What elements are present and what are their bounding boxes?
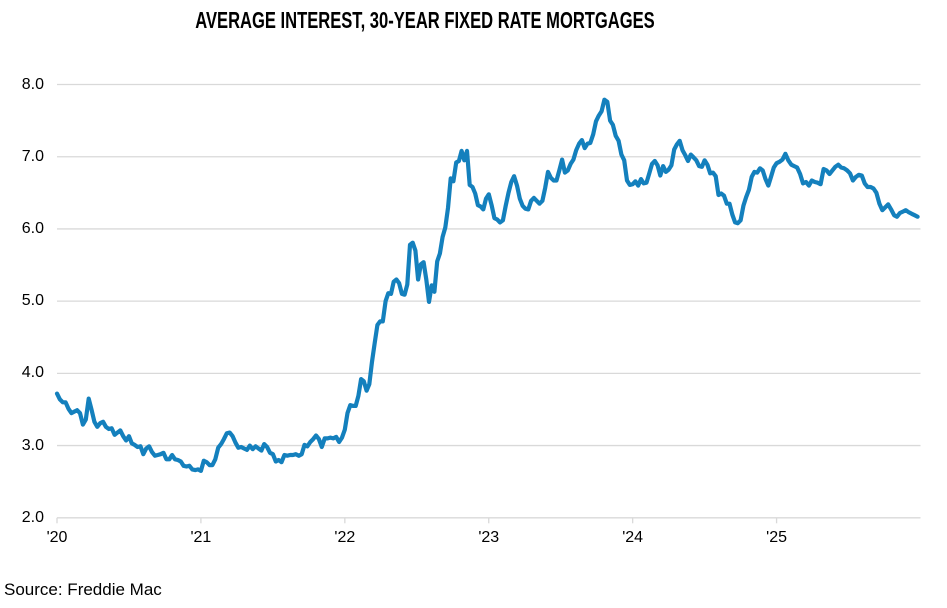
x-tick-label: '21: [190, 529, 212, 546]
x-tick-label: '25: [766, 529, 787, 546]
source-note: Source: Freddie Mac: [4, 580, 162, 599]
x-tick-label: '24: [622, 529, 644, 546]
y-tick-label: 3.0: [21, 436, 44, 454]
x-tick-label: '20: [46, 529, 68, 546]
y-tick-label: 8.0: [21, 75, 44, 93]
y-tick-label: 7.0: [21, 147, 44, 165]
x-tick-label: '22: [334, 529, 356, 546]
y-tick-label: 2.0: [21, 508, 44, 526]
y-tick-label: 6.0: [21, 219, 44, 237]
mortgage-rate-line: [54, 97, 920, 473]
x-tick-label: '23: [478, 529, 500, 546]
y-tick-label: 4.0: [21, 364, 44, 382]
y-tick-label: 5.0: [21, 292, 44, 310]
chart-title: AVERAGE INTEREST, 30-YEAR FIXED RATE MOR…: [195, 7, 655, 33]
